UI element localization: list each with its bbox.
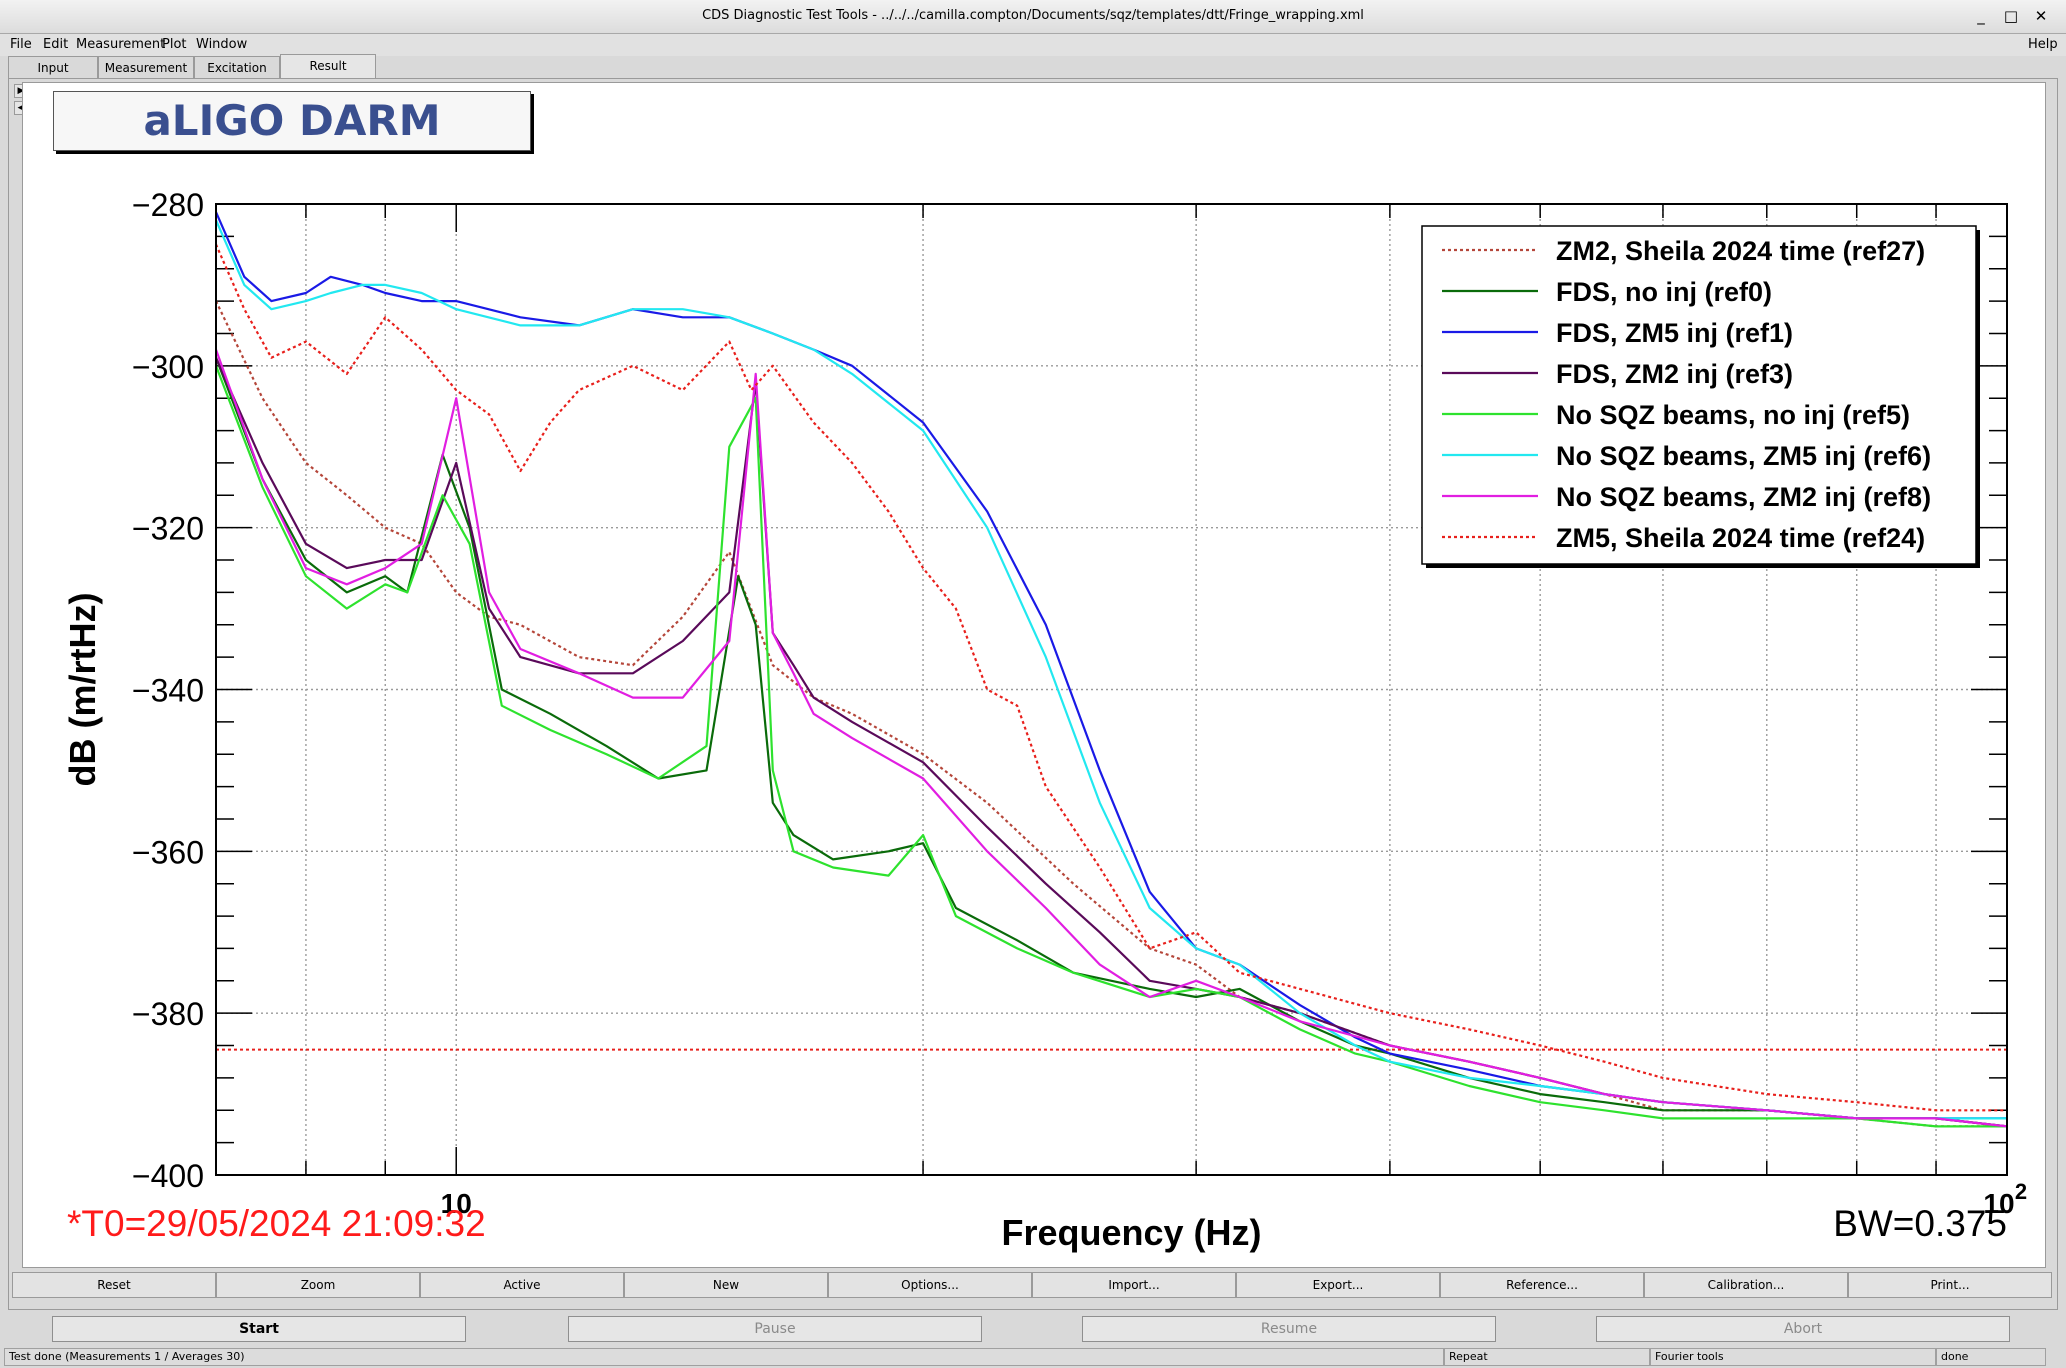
abort-button[interactable]: Abort (1596, 1316, 2010, 1342)
t0-timestamp: *T0=29/05/2024 21:09:32 (67, 1203, 486, 1244)
legend-label: FDS, no inj (ref0) (1556, 277, 1772, 307)
active-button[interactable]: Active (420, 1272, 624, 1298)
print-button[interactable]: Print... (1848, 1272, 2052, 1298)
reference-button[interactable]: Reference... (1440, 1272, 1644, 1298)
resume-button[interactable]: Resume (1082, 1316, 1496, 1342)
menu-plot[interactable]: Plot (162, 37, 187, 52)
status-tool: Fourier tools (1650, 1348, 1936, 1366)
y-axis-label: dB (m/rtHz) (62, 593, 103, 787)
legend-label: No SQZ beams, ZM5 inj (ref6) (1556, 441, 1931, 471)
calibration-button[interactable]: Calibration... (1644, 1272, 1848, 1298)
zoom-button[interactable]: Zoom (216, 1272, 420, 1298)
control-row: Start Pause Resume Abort (0, 1312, 2066, 1346)
window-title: CDS Diagnostic Test Tools - ../../../cam… (702, 8, 1364, 23)
menu-file[interactable]: File (10, 37, 32, 52)
x-tick-label-exponent: 2 (2015, 1179, 2027, 1204)
series-zm5-sheila-2024-time-ref24-line (214, 244, 2007, 1112)
status-bar: Test done (Measurements 1 / Averages 30)… (0, 1346, 2066, 1368)
minimize-button[interactable]: _ (1977, 7, 1985, 25)
menu-measurement[interactable]: Measurement (76, 37, 166, 52)
status-state: done (1936, 1348, 2046, 1366)
legend-label: FDS, ZM2 inj (ref3) (1556, 359, 1793, 389)
y-tick-label: −280 (132, 187, 204, 223)
menu-edit[interactable]: Edit (43, 37, 69, 52)
window-titlebar: CDS Diagnostic Test Tools - ../../../cam… (0, 0, 2066, 34)
y-tick-label: −400 (132, 1158, 204, 1194)
legend-label: ZM2, Sheila 2024 time (ref27) (1556, 236, 1925, 266)
series-zm2-sheila-2024-time-ref27-line (215, 300, 2007, 1128)
x-axis-label: Frequency (Hz) (1001, 1212, 1261, 1253)
start-button[interactable]: Start (52, 1316, 466, 1342)
tab-measurement[interactable]: Measurement (98, 56, 194, 78)
y-tick-label: −300 (132, 349, 204, 385)
plot-title: aLIGO DARM (53, 91, 531, 151)
y-tick-label: −380 (132, 996, 204, 1032)
status-message: Test done (Measurements 1 / Averages 30) (4, 1348, 1444, 1366)
bandwidth-label: BW=0.375 (1833, 1203, 2007, 1244)
pause-button[interactable]: Pause (568, 1316, 982, 1342)
new-button[interactable]: New (624, 1272, 828, 1298)
maximize-button[interactable]: □ (2003, 7, 2019, 25)
x-tick-label: 10 (441, 1188, 472, 1219)
menu-bar: File Edit Measurement Plot Window Help (0, 34, 2066, 56)
status-repeat: Repeat (1444, 1348, 1650, 1366)
y-tick-label: −320 (132, 511, 204, 547)
menu-window[interactable]: Window (196, 37, 248, 52)
y-tick-label: −340 (132, 673, 204, 709)
export-button[interactable]: Export... (1236, 1272, 1440, 1298)
reset-button[interactable]: Reset (12, 1272, 216, 1298)
legend-label: No SQZ beams, ZM2 inj (ref8) (1556, 482, 1931, 512)
legend-label: No SQZ beams, no inj (ref5) (1556, 400, 1910, 430)
menu-help[interactable]: Help (2028, 37, 2058, 52)
legend-label: ZM5, Sheila 2024 time (ref24) (1556, 523, 1925, 553)
legend-label: FDS, ZM5 inj (ref1) (1556, 318, 1793, 348)
y-tick-label: −360 (132, 834, 204, 870)
x-tick-label: 10 (1983, 1188, 2014, 1219)
plot-canvas[interactable]: −280 −300 −320 −340 −360 −380 −400 10 10 2 Frequen… (22, 82, 2046, 1268)
tab-excitation[interactable]: Excitation (194, 56, 280, 78)
series-no-sqz-beams-zm2-inj-ref8-line (214, 349, 2008, 1128)
import-button[interactable]: Import... (1032, 1272, 1236, 1298)
close-button[interactable]: ✕ (2034, 7, 2048, 25)
tab-result[interactable]: Result (280, 54, 376, 78)
series-no-sqz-beams-no-inj-ref5-line (214, 365, 2007, 1128)
options-button[interactable]: Options... (828, 1272, 1032, 1298)
series-no-sqz-beams-zm5-inj-ref6-line (214, 219, 2007, 1120)
tab-input[interactable]: Input (8, 56, 98, 78)
legend-box (1421, 225, 1977, 565)
plot-frame (215, 203, 2008, 1176)
